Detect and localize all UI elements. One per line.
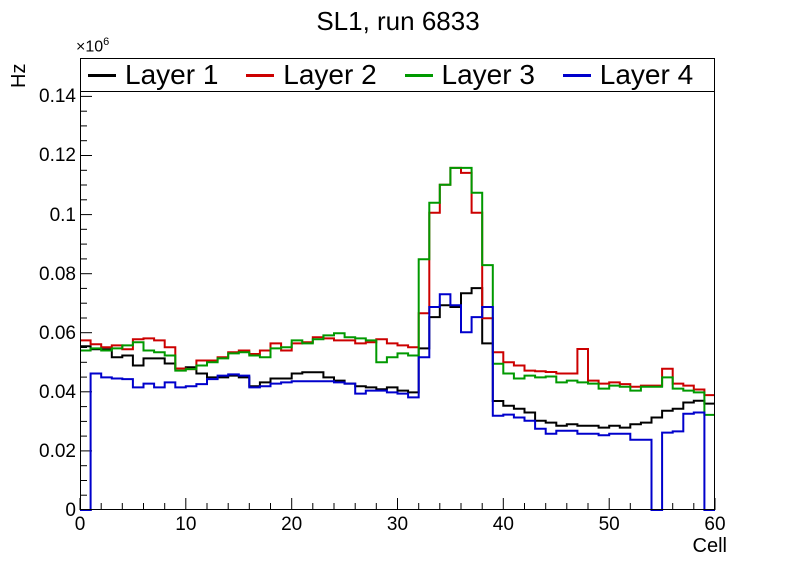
legend-line-sample	[562, 73, 591, 77]
chart-title: SL1, run 6833	[316, 6, 480, 36]
y-tick-label: 0	[65, 500, 76, 521]
y-tick-label: 0.06	[39, 322, 76, 344]
y-tick-label: 0.14	[39, 86, 76, 108]
x-tick-label: 50	[598, 514, 620, 535]
legend-entry: Layer 4	[556, 59, 714, 91]
legend-entry: Layer 3	[398, 59, 556, 91]
y-axis-multiplier-exponent: 6	[103, 36, 110, 48]
x-tick-label: 0	[74, 514, 86, 535]
legend-entry: Layer 1	[81, 59, 239, 91]
y-axis-title: Hz	[8, 63, 30, 88]
series-line-layer-1	[80, 287, 715, 429]
legend-label: Layer 2	[283, 59, 377, 90]
legend-label: Layer 1	[125, 59, 219, 90]
legend-line-sample	[246, 73, 275, 77]
y-tick-label: 0.08	[39, 263, 76, 285]
y-axis-multiplier: ×106	[76, 36, 109, 56]
legend: Layer 1 Layer 2 Layer 3 Layer 4	[80, 58, 715, 92]
legend-line-sample	[88, 73, 116, 77]
legend-label: Layer 4	[599, 59, 694, 90]
x-tick-label: 30	[386, 514, 409, 535]
series-line-layer-4	[80, 293, 715, 511]
y-axis-multiplier-base: ×10	[76, 38, 104, 56]
series-line-layer-3	[80, 166, 715, 416]
x-tick-label: 20	[281, 514, 303, 535]
x-tick-label: 10	[175, 514, 197, 535]
x-tick-label: 40	[492, 514, 514, 535]
y-tick-label: 0.12	[39, 145, 76, 167]
legend-line-sample	[404, 73, 433, 77]
y-tick-label: 0.04	[39, 381, 76, 403]
legend-entry: Layer 2	[239, 59, 397, 91]
legend-label: Layer 3	[441, 59, 535, 90]
y-tick-label: 0.02	[39, 440, 76, 462]
plot-frame	[80, 58, 715, 510]
y-tick-label: 0.1	[49, 204, 76, 226]
x-tick-label: 60	[704, 514, 726, 535]
x-axis-title: Cell	[692, 535, 727, 557]
